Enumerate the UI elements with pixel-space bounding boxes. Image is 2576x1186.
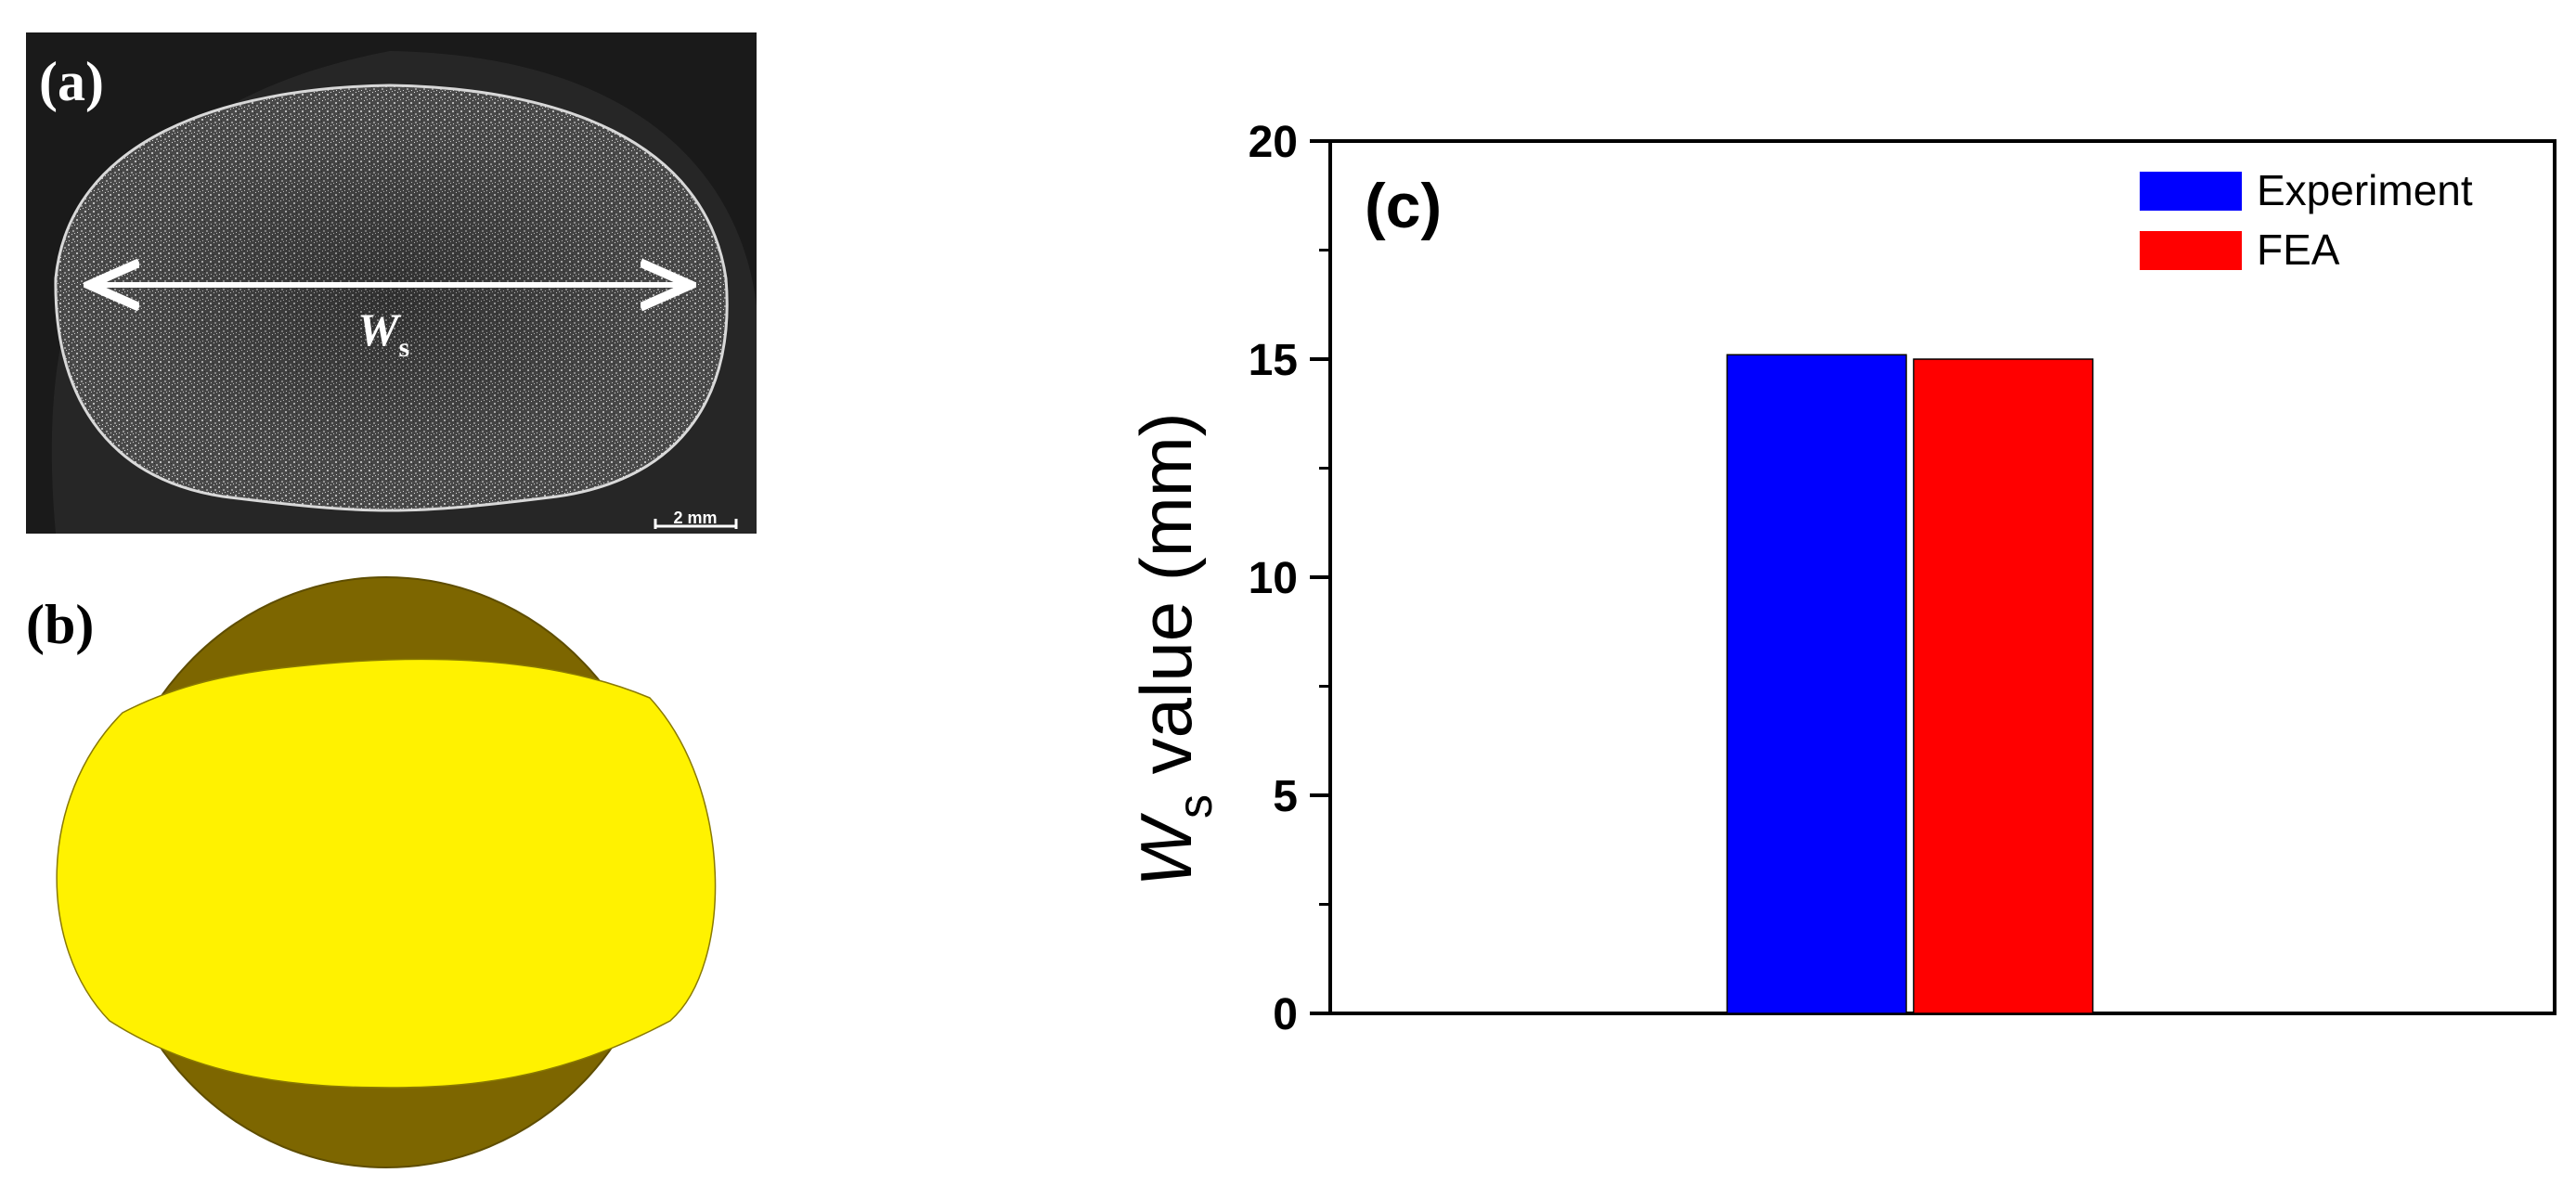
width-annotation: Ws bbox=[357, 303, 409, 363]
y-tick-label: 10 bbox=[1249, 554, 1298, 603]
y-tick-label: 20 bbox=[1249, 118, 1298, 167]
panel-c: 0 5 10 15 20 (c) Experiment FEA Ws value (mm) bbox=[1125, 118, 2557, 1039]
legend: Experiment FEA bbox=[2140, 166, 2473, 274]
panel-b-label: (b) bbox=[26, 594, 94, 655]
legend-swatch-experiment bbox=[2140, 172, 2242, 211]
y-tick-label: 0 bbox=[1273, 990, 1298, 1039]
y-axis-label: Ws value (mm) bbox=[1125, 412, 1223, 886]
scale-bar-label: 2 mm bbox=[673, 509, 717, 527]
y-tick-label: 5 bbox=[1273, 772, 1298, 821]
panel-a-label: (a) bbox=[39, 51, 104, 112]
y-axis: 0 5 10 15 20 bbox=[1249, 118, 1330, 1039]
panel-a: Ws 2 mm (a) bbox=[26, 32, 757, 534]
panel-c-label: (c) bbox=[1365, 171, 1442, 241]
bars bbox=[1726, 354, 2094, 1014]
legend-swatch-fea bbox=[2140, 231, 2242, 270]
panel-b: (b) bbox=[26, 576, 717, 1168]
bar-fea bbox=[1912, 358, 2094, 1014]
bar-experiment bbox=[1726, 354, 1908, 1014]
legend-label-experiment: Experiment bbox=[2257, 166, 2473, 214]
section-shading bbox=[55, 85, 728, 510]
y-tick-label: 15 bbox=[1249, 336, 1298, 385]
legend-label-fea: FEA bbox=[2257, 226, 2340, 274]
fea-fusion-zone bbox=[56, 658, 717, 1089]
